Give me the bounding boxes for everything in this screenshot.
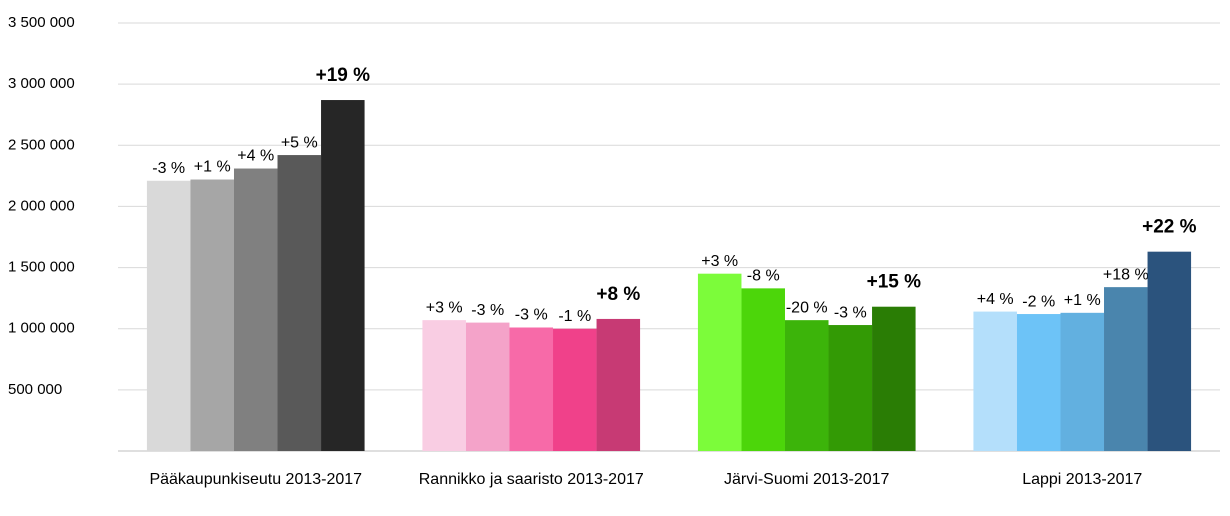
change-label: +8 %: [596, 284, 640, 305]
bar: [872, 306, 916, 451]
bar: [697, 273, 742, 451]
bar: [277, 155, 322, 451]
bar: [321, 100, 365, 451]
bar: [233, 168, 278, 451]
change-label: +4 %: [977, 291, 1014, 308]
change-label: +1 %: [194, 159, 231, 176]
change-label: -3 %: [515, 307, 548, 324]
change-label: -3 %: [152, 160, 185, 177]
bar: [190, 179, 234, 452]
bar: [1060, 312, 1105, 451]
bar: [596, 318, 641, 451]
bar: [146, 180, 191, 451]
change-label: +22 %: [1142, 217, 1197, 238]
bar: [509, 327, 554, 451]
change-label: +3 %: [701, 253, 738, 270]
change-label: +18 %: [1103, 266, 1149, 283]
change-label: -8 %: [747, 268, 780, 285]
bar: [465, 322, 510, 451]
y-tick-label: 2 000 000: [8, 197, 75, 214]
change-label: -1 %: [558, 308, 591, 325]
bar: [553, 328, 597, 451]
change-label: +15 %: [867, 272, 922, 293]
y-tick-label: 500 000: [8, 381, 62, 398]
bar: [973, 311, 1017, 451]
change-label: -2 %: [1022, 293, 1055, 310]
change-label: +19 %: [316, 65, 371, 86]
x-tick-label: Pääkaupunkiseutu 2013-2017: [149, 471, 363, 488]
y-tick-label: 3 500 000: [8, 14, 75, 31]
change-label: -20 %: [786, 299, 828, 316]
change-label: +3 %: [426, 299, 463, 316]
x-tick-label: Lappi 2013-2017: [1022, 471, 1143, 488]
change-label: -3 %: [834, 304, 867, 321]
change-label: +4 %: [237, 148, 274, 165]
x-tick-label: Rannikko ja saaristo 2013-2017: [418, 471, 644, 488]
x-tick-label: Järvi-Suomi 2013-2017: [724, 471, 890, 488]
y-tick-label: 1 500 000: [8, 259, 75, 276]
change-label: +5 %: [281, 134, 318, 151]
bar: [422, 320, 466, 451]
bar: [1016, 314, 1061, 451]
bar: [828, 325, 873, 451]
y-tick-label: 3 000 000: [8, 75, 75, 92]
bar: [784, 320, 829, 451]
y-tick-label: 2 500 000: [8, 136, 75, 153]
y-tick-label: 1 000 000: [8, 320, 75, 337]
change-label: -3 %: [471, 302, 504, 319]
change-label: +1 %: [1064, 292, 1101, 309]
bar: [741, 288, 785, 451]
bar: [1104, 287, 1148, 451]
bar: [1147, 251, 1192, 451]
